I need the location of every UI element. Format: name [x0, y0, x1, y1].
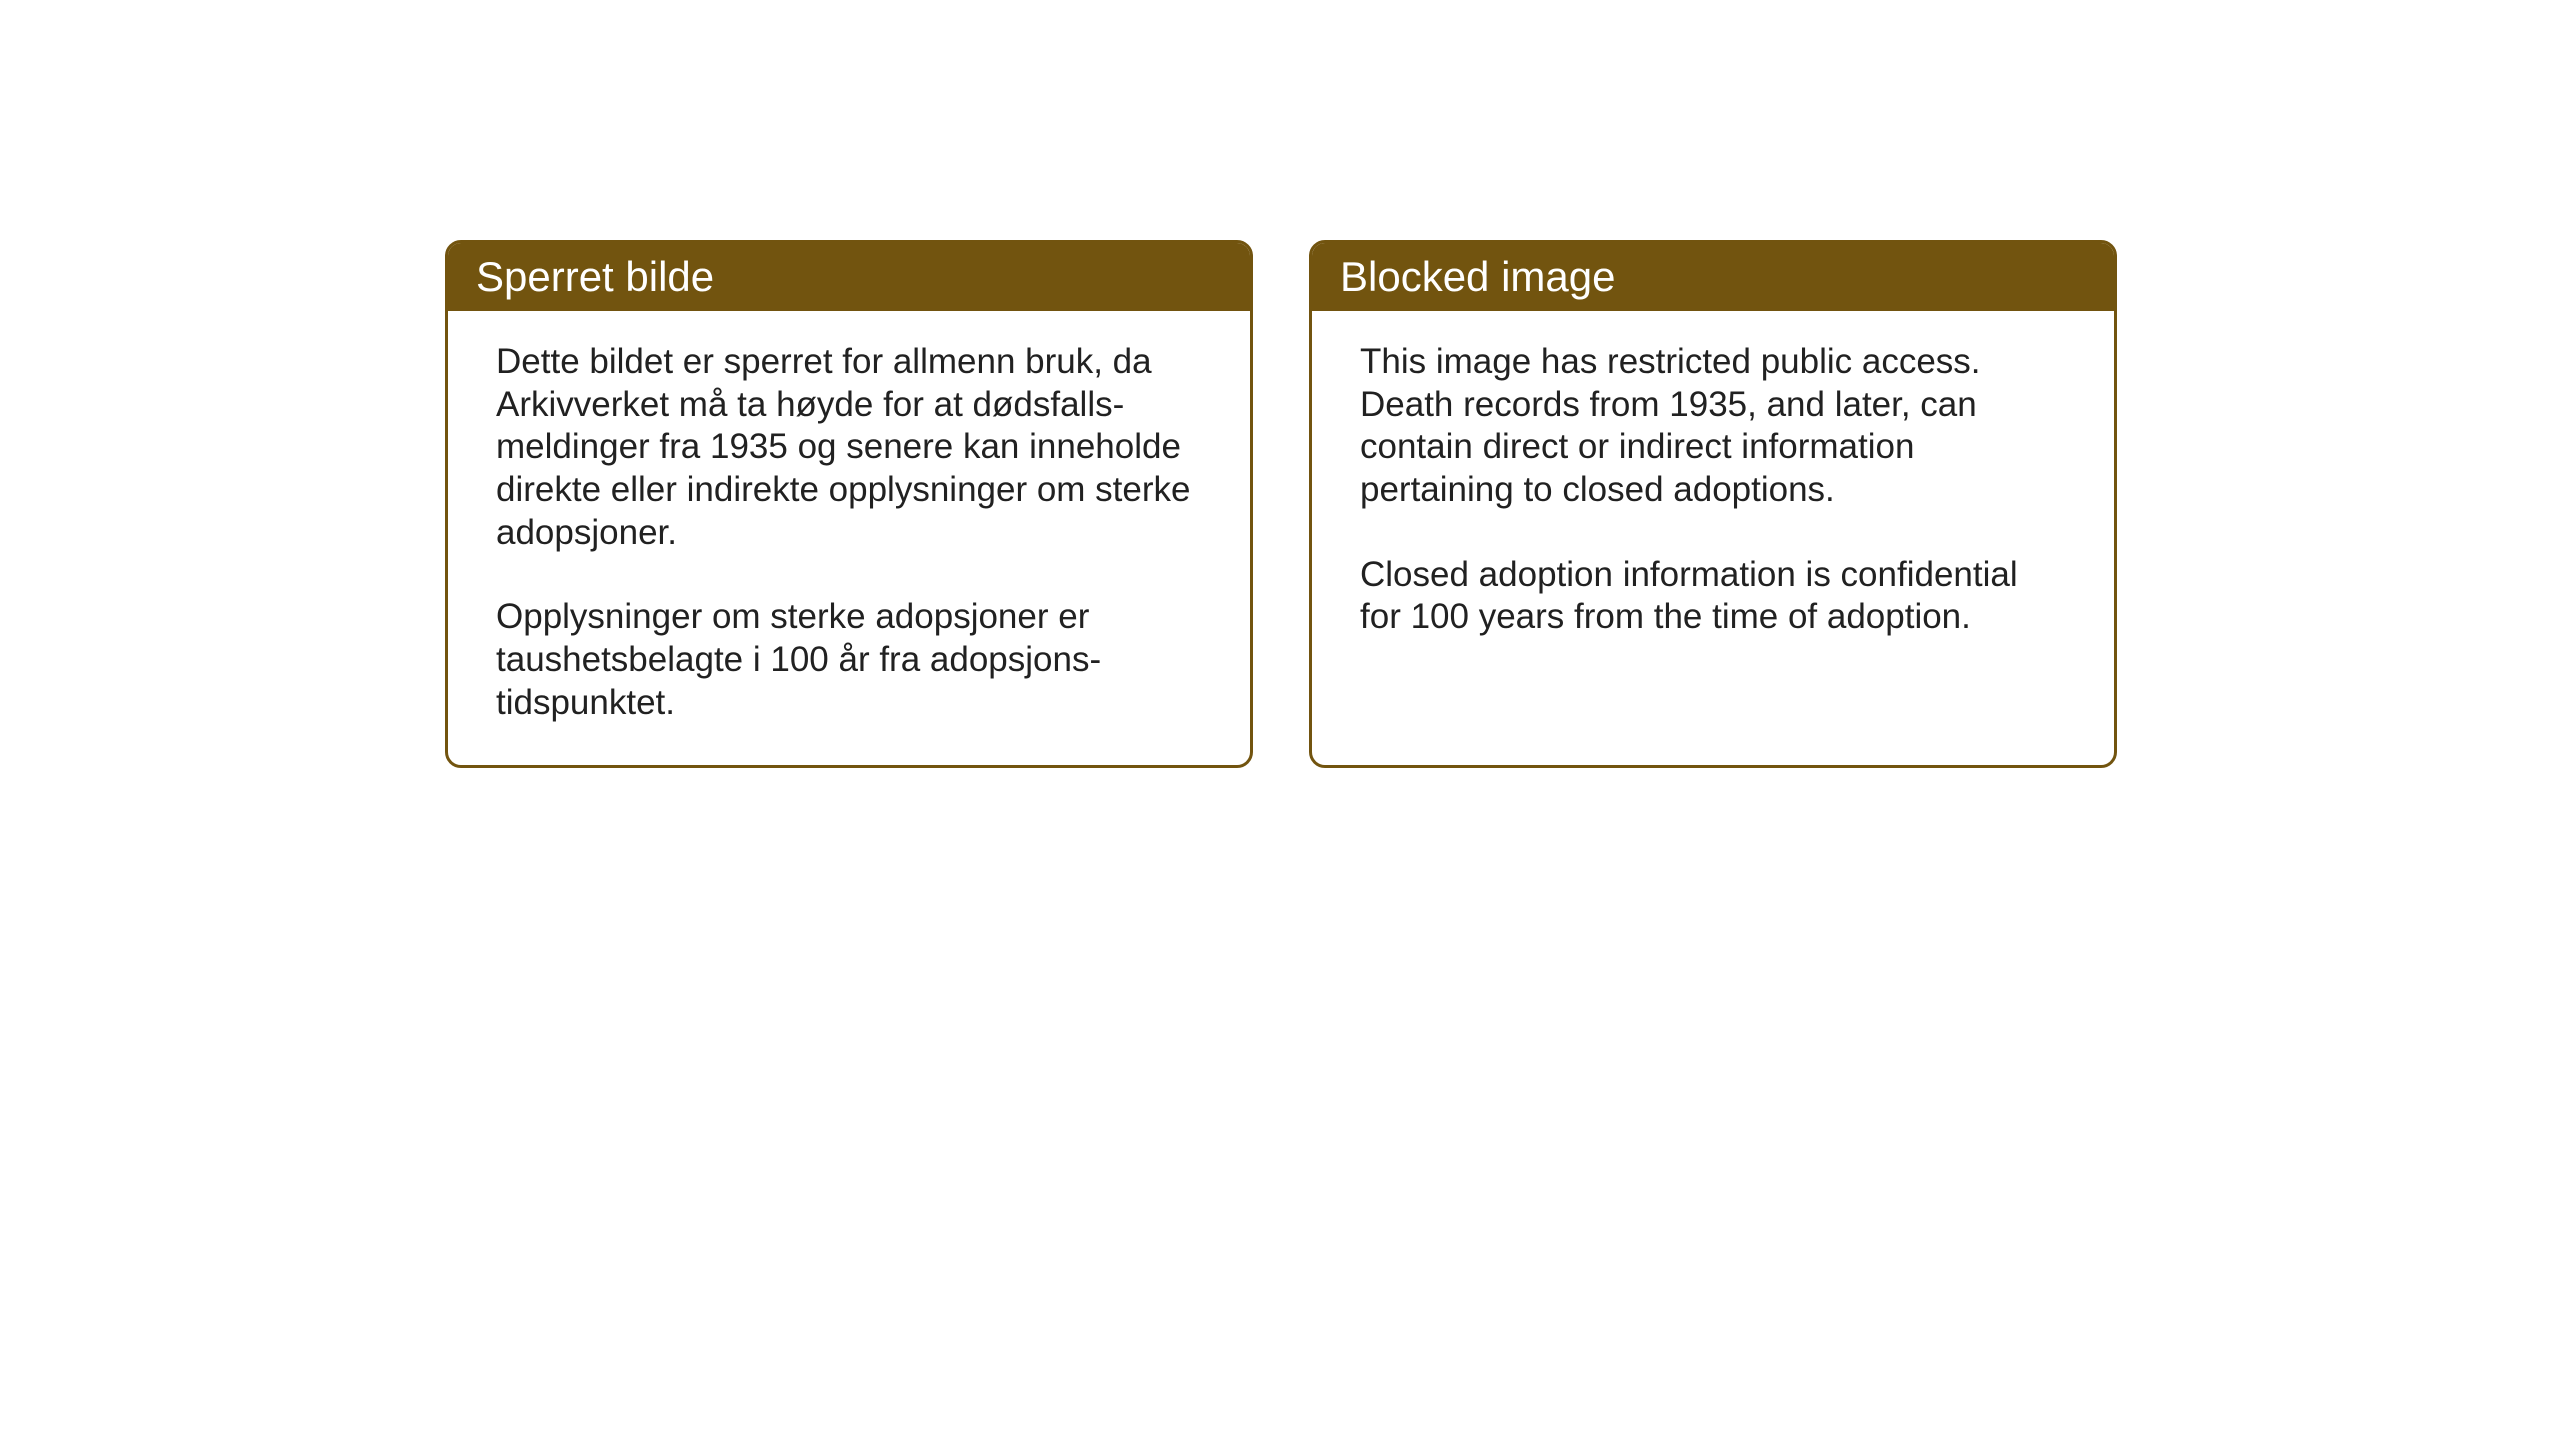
card-norwegian: Sperret bilde Dette bildet er sperret fo…	[445, 240, 1253, 768]
card-paragraph-1-norwegian: Dette bildet er sperret for allmenn bruk…	[496, 341, 1202, 554]
card-paragraph-1-english: This image has restricted public access.…	[1360, 341, 2066, 512]
card-title-english: Blocked image	[1340, 253, 1615, 300]
card-paragraph-2-english: Closed adoption information is confident…	[1360, 554, 2066, 639]
card-title-norwegian: Sperret bilde	[476, 253, 714, 300]
card-paragraph-2-norwegian: Opplysninger om sterke adopsjoner er tau…	[496, 596, 1202, 724]
card-english: Blocked image This image has restricted …	[1309, 240, 2117, 768]
card-body-norwegian: Dette bildet er sperret for allmenn bruk…	[448, 311, 1250, 765]
card-header-english: Blocked image	[1312, 243, 2114, 311]
cards-container: Sperret bilde Dette bildet er sperret fo…	[445, 240, 2117, 768]
card-body-english: This image has restricted public access.…	[1312, 311, 2114, 679]
card-header-norwegian: Sperret bilde	[448, 243, 1250, 311]
